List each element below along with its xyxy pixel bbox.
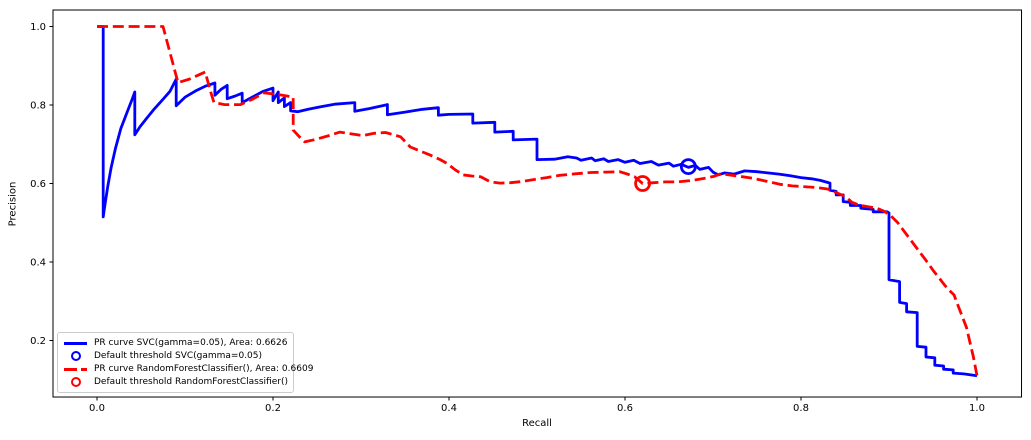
red-circle-icon <box>64 377 87 387</box>
y-tick-label: 0.6 <box>30 179 46 190</box>
legend: PR curve SVC(gamma=0.05), Area: 0.6626 D… <box>57 332 313 393</box>
y-tick-label: 0.8 <box>30 101 46 112</box>
x-tick-label: 0.6 <box>617 403 633 414</box>
legend-item-label: Default threshold RandomForestClassifier… <box>94 377 288 387</box>
blue-circle-icon <box>64 351 87 361</box>
legend-item-rf-threshold: Default threshold RandomForestClassifier… <box>64 377 288 387</box>
rf-threshold-marker <box>634 175 651 192</box>
legend-item-svc-threshold: Default threshold SVC(gamma=0.05) <box>64 351 287 361</box>
x-tick-label: 1.0 <box>969 403 985 414</box>
y-tick-label: 0.2 <box>30 336 46 347</box>
legend-item-label: PR curve RandomForestClassifier(), Area:… <box>94 364 314 374</box>
y-tick-label: 1.0 <box>30 22 46 33</box>
y-tick-label: 0.4 <box>30 258 46 269</box>
red-dashed-line-icon <box>64 367 87 371</box>
x-tick-label: 0.4 <box>441 403 457 414</box>
x-tick-label: 0.0 <box>89 403 105 414</box>
y-axis-label: Precision <box>7 181 19 227</box>
x-tick-label: 0.2 <box>265 403 281 414</box>
blue-line-icon <box>64 341 87 345</box>
x-axis-label: Recall <box>522 418 552 429</box>
axes-border <box>52 9 1023 398</box>
legend-item-rf-pr-curve: PR curve RandomForestClassifier(), Area:… <box>64 364 313 374</box>
svc-pr-curve <box>97 25 978 378</box>
rf-pr-curve <box>97 25 979 377</box>
legend-item-label: PR curve SVC(gamma=0.05), Area: 0.6626 <box>94 338 288 348</box>
x-tick-label: 0.8 <box>793 403 809 414</box>
legend-item-svc-pr-curve: PR curve SVC(gamma=0.05), Area: 0.6626 <box>64 338 287 348</box>
legend-item-label: Default threshold SVC(gamma=0.05) <box>94 351 263 361</box>
svc-threshold-marker <box>679 158 697 176</box>
